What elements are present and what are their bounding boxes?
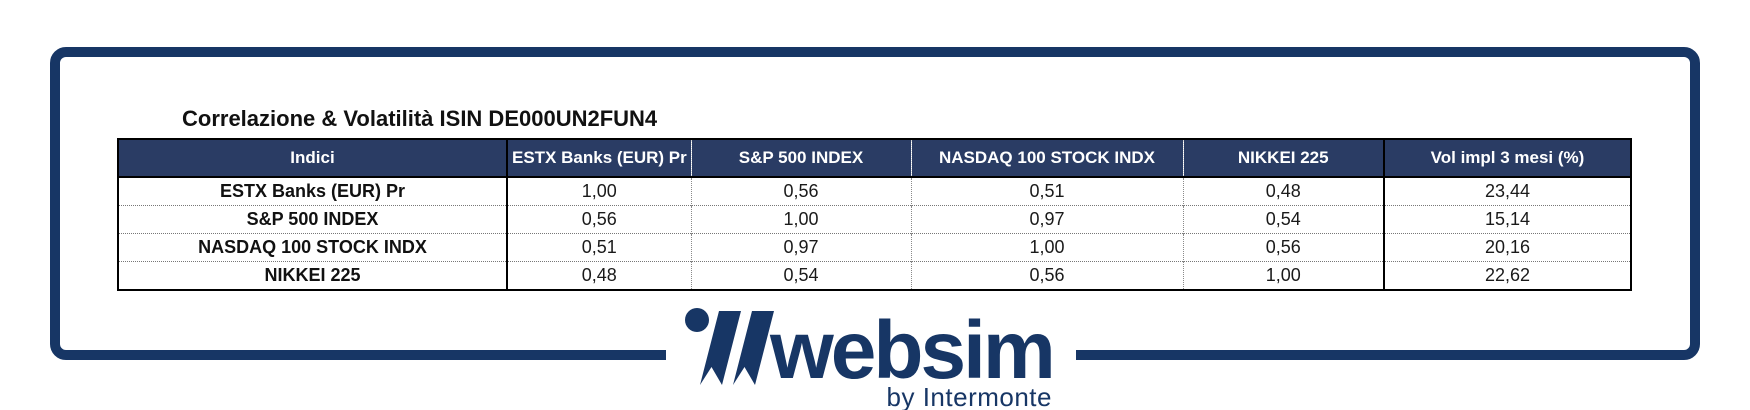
table-header-row: Indici ESTX Banks (EUR) Pr S&P 500 INDEX…	[118, 139, 1631, 178]
correlation-volatility-table: Indici ESTX Banks (EUR) Pr S&P 500 INDEX…	[117, 138, 1632, 291]
table-row: S&P 500 INDEX 0,56 1,00 0,97 0,54 15,14	[118, 205, 1631, 234]
row-label: NIKKEI 225	[118, 261, 507, 290]
page-title: Correlazione & Volatilità ISIN DE000UN2F…	[182, 106, 658, 131]
value-cell: 0,54	[1182, 205, 1384, 234]
value-cell: 1,00	[1182, 261, 1384, 290]
value-cell: 1,00	[506, 177, 691, 206]
table-row: ESTX Banks (EUR) Pr 1,00 0,56 0,51 0,48 …	[118, 177, 1631, 206]
row-label: NASDAQ 100 STOCK INDX	[118, 233, 507, 262]
value-cell: 0,56	[690, 177, 911, 206]
value-cell: 0,54	[690, 261, 911, 290]
table-row: NASDAQ 100 STOCK INDX 0,51 0,97 1,00 0,5…	[118, 233, 1631, 262]
value-cell: 15,14	[1383, 205, 1631, 234]
row-label: S&P 500 INDEX	[118, 205, 507, 234]
header-cell-estx: ESTX Banks (EUR) Pr	[506, 139, 691, 178]
value-cell: 1,00	[910, 233, 1183, 262]
value-cell: 0,97	[910, 205, 1183, 234]
value-cell: 0,97	[690, 233, 911, 262]
value-cell: 1,00	[690, 205, 911, 234]
value-cell: 0,51	[506, 233, 691, 262]
websim-tagline: by Intermonte	[886, 382, 1052, 410]
value-cell: 0,48	[1182, 177, 1384, 206]
value-cell: 0,48	[506, 261, 691, 290]
websim-wordmark: websim	[770, 305, 1056, 396]
value-cell: 0,56	[506, 205, 691, 234]
value-cell: 0,51	[910, 177, 1183, 206]
frame-border-logo-gap	[666, 344, 1076, 364]
header-cell-nikkei: NIKKEI 225	[1182, 139, 1384, 178]
header-cell-indici: Indici	[118, 139, 507, 178]
value-cell: 0,56	[910, 261, 1183, 290]
value-cell: 20,16	[1383, 233, 1631, 262]
value-cell: 22,62	[1383, 261, 1631, 290]
header-cell-nasdaq: NASDAQ 100 STOCK INDX	[910, 139, 1183, 178]
value-cell: 23,44	[1383, 177, 1631, 206]
header-cell-vol-impl: Vol impl 3 mesi (%)	[1383, 139, 1631, 178]
websim-logo-icon	[685, 308, 774, 385]
table-row: NIKKEI 225 0,48 0,54 0,56 1,00 22,62	[118, 261, 1631, 290]
value-cell: 0,56	[1182, 233, 1384, 262]
header-cell-sp500: S&P 500 INDEX	[690, 139, 911, 178]
row-label: ESTX Banks (EUR) Pr	[219, 181, 406, 201]
